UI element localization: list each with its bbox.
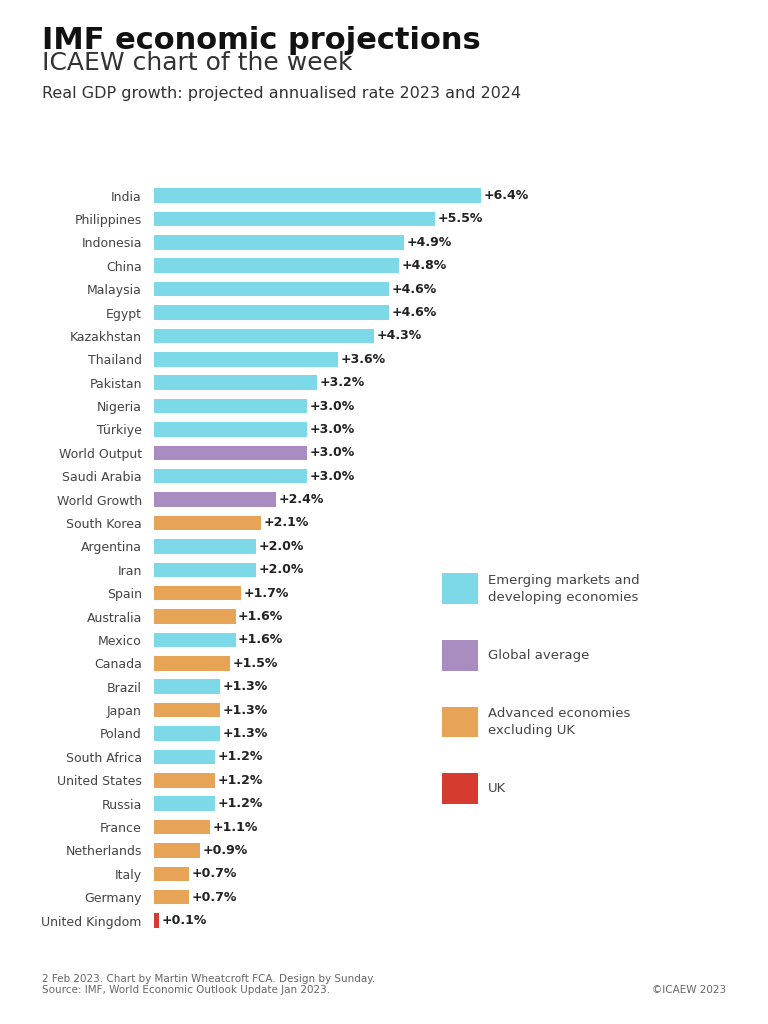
Bar (154, 702, 220, 718)
Bar (154, 329, 374, 343)
Bar (154, 797, 215, 811)
Bar (154, 305, 389, 319)
Bar (154, 352, 338, 367)
Text: +5.5%: +5.5% (438, 212, 483, 225)
Text: +1.7%: +1.7% (243, 587, 289, 600)
Text: +0.9%: +0.9% (202, 844, 247, 857)
Bar (154, 680, 220, 694)
Text: IMF economic projections: IMF economic projections (42, 26, 481, 54)
Bar (154, 633, 236, 647)
Text: Emerging markets and
developing economies: Emerging markets and developing economie… (488, 574, 639, 603)
Text: +4.6%: +4.6% (392, 306, 437, 319)
Text: +3.6%: +3.6% (340, 353, 386, 366)
Text: +4.3%: +4.3% (376, 330, 422, 342)
Text: +1.6%: +1.6% (238, 634, 283, 646)
Text: Real GDP growth: projected annualised rate 2023 and 2024: Real GDP growth: projected annualised ra… (42, 86, 521, 101)
Text: 2 Feb 2023. Chart by Martin Wheatcroft FCA. Design by Sunday.
Source: IMF, World: 2 Feb 2023. Chart by Martin Wheatcroft F… (42, 974, 376, 995)
Bar (154, 539, 256, 554)
Bar (154, 422, 307, 436)
Bar (154, 843, 200, 858)
Text: +2.0%: +2.0% (259, 563, 304, 577)
Text: +2.4%: +2.4% (279, 494, 324, 506)
Bar (154, 913, 159, 928)
Text: +1.3%: +1.3% (223, 703, 268, 717)
Bar (154, 236, 405, 250)
Bar (154, 726, 220, 740)
Text: +6.4%: +6.4% (484, 189, 529, 202)
Bar (154, 398, 307, 414)
Bar (154, 890, 190, 904)
Text: +4.6%: +4.6% (392, 283, 437, 296)
Text: +3.0%: +3.0% (310, 470, 355, 482)
Bar (154, 773, 215, 787)
Text: +1.5%: +1.5% (233, 656, 278, 670)
Text: +3.0%: +3.0% (310, 446, 355, 460)
Bar (154, 820, 210, 835)
Text: UK: UK (488, 782, 506, 795)
Text: +4.8%: +4.8% (402, 259, 447, 272)
Text: +0.7%: +0.7% (192, 867, 237, 881)
Bar (154, 609, 236, 624)
Bar (154, 469, 307, 483)
Text: Global average: Global average (488, 649, 589, 662)
Text: +1.2%: +1.2% (217, 774, 263, 786)
Text: +1.3%: +1.3% (223, 727, 268, 740)
Text: +4.9%: +4.9% (407, 236, 452, 249)
Bar (154, 258, 399, 273)
Text: +1.2%: +1.2% (217, 797, 263, 810)
Text: Advanced economies
excluding UK: Advanced economies excluding UK (488, 708, 630, 736)
Text: +1.6%: +1.6% (238, 610, 283, 623)
Text: ©ICAEW 2023: ©ICAEW 2023 (651, 985, 726, 995)
Bar (154, 750, 215, 764)
Text: +0.7%: +0.7% (192, 891, 237, 904)
Text: ICAEW chart of the week: ICAEW chart of the week (42, 51, 353, 75)
Text: +3.0%: +3.0% (310, 423, 355, 436)
Text: +3.2%: +3.2% (320, 376, 366, 389)
Bar (154, 493, 276, 507)
Text: +3.0%: +3.0% (310, 399, 355, 413)
Text: +1.2%: +1.2% (217, 751, 263, 763)
Text: +1.1%: +1.1% (213, 820, 258, 834)
Bar (154, 445, 307, 460)
Bar (154, 586, 240, 600)
Text: +2.0%: +2.0% (259, 540, 304, 553)
Bar (154, 212, 435, 226)
Bar (154, 516, 261, 530)
Text: +1.3%: +1.3% (223, 680, 268, 693)
Bar (154, 866, 190, 881)
Bar (154, 282, 389, 296)
Text: +2.1%: +2.1% (263, 516, 309, 529)
Bar (154, 562, 256, 577)
Bar (154, 188, 482, 203)
Bar (154, 376, 317, 390)
Text: +0.1%: +0.1% (161, 914, 207, 927)
Bar (154, 656, 230, 671)
